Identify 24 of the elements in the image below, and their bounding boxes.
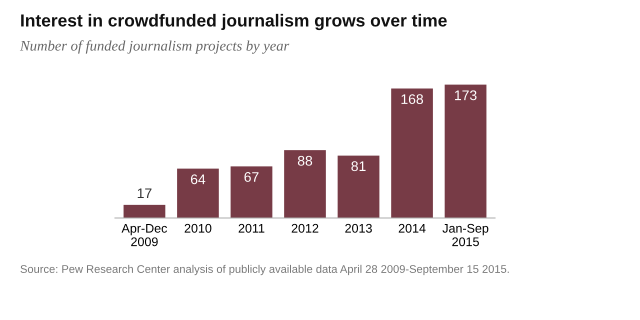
chart-title: Interest in crowdfunded journalism grows over time bbox=[21, 14, 447, 30]
x-tick-label: 2012 bbox=[292, 224, 318, 233]
x-tick-label: 2011 bbox=[238, 224, 264, 233]
data-label: 81 bbox=[351, 161, 366, 172]
data-label: 88 bbox=[298, 156, 312, 166]
x-tick-label: Apr-Dec 2009 bbox=[122, 224, 168, 246]
chart-subtitle: Number of funded journalism projects by year bbox=[20, 40, 290, 54]
bar bbox=[444, 84, 486, 218]
bar bbox=[391, 88, 433, 218]
data-label: 67 bbox=[244, 172, 259, 182]
bar bbox=[230, 166, 272, 218]
data-label: 173 bbox=[455, 90, 477, 100]
data-label: 17 bbox=[138, 188, 152, 198]
bar bbox=[124, 204, 166, 218]
data-label: 64 bbox=[190, 174, 206, 184]
x-tick-label: 2013 bbox=[345, 224, 372, 233]
data-label: 168 bbox=[402, 94, 424, 104]
bar bbox=[338, 156, 380, 218]
bar bbox=[177, 168, 219, 218]
x-tick-label: 2014 bbox=[398, 224, 426, 233]
bar bbox=[284, 150, 326, 218]
x-tick-label: Jan-Sep 2015 bbox=[442, 224, 488, 246]
source-note: Source: Pew Research Center analysis of publicly available data April 28 2009-September 15 2015. bbox=[20, 264, 509, 276]
x-tick-label: 2010 bbox=[184, 224, 212, 233]
